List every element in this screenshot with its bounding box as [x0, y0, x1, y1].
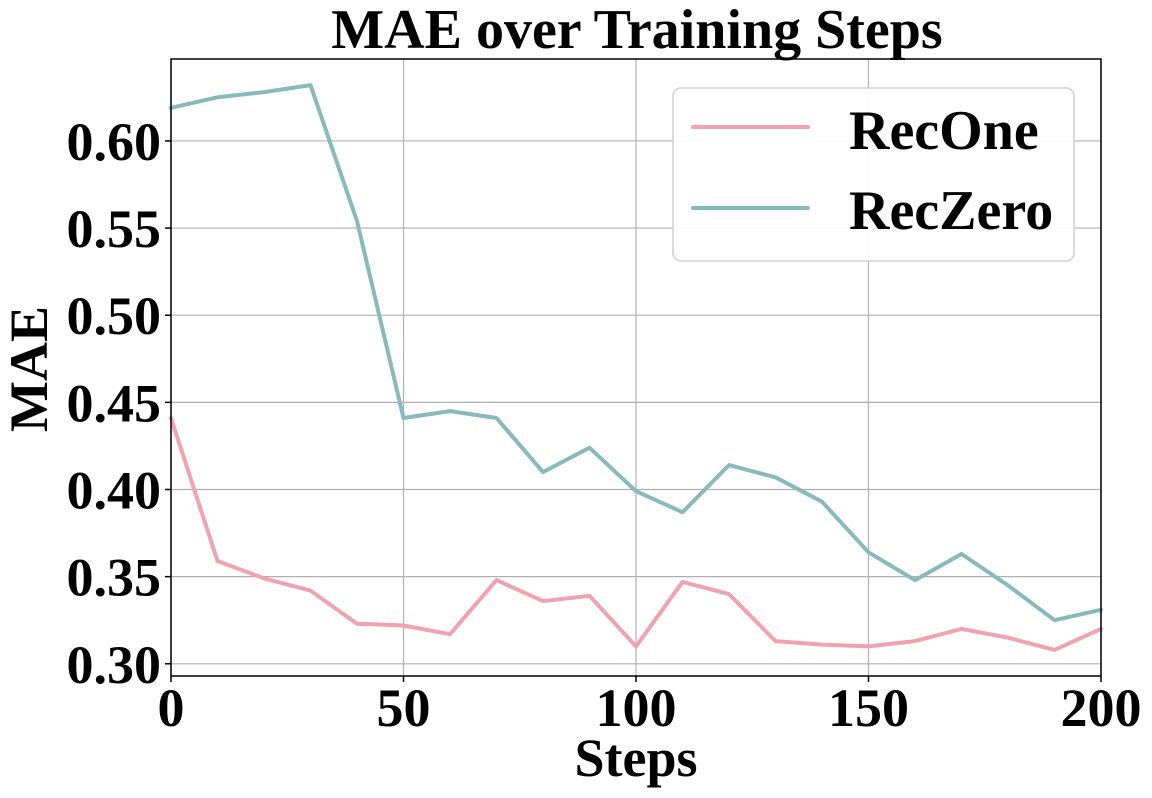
y-tick-label: 0.40: [67, 461, 162, 521]
y-tick-label: 0.30: [67, 635, 162, 695]
chart-title: MAE over Training Steps: [331, 0, 942, 61]
series-line-recone: [169, 416, 1103, 652]
y-tick-label: 0.35: [67, 548, 162, 608]
x-tick-label: 50: [377, 678, 431, 738]
series-layer: [169, 83, 1103, 652]
x-tick-label: 0: [158, 678, 185, 738]
y-tick-label: 0.45: [67, 373, 162, 433]
y-tick-label: 0.55: [67, 199, 162, 259]
series-line-reczero: [169, 83, 1103, 623]
x-tick-label: 150: [828, 678, 909, 738]
x-axis-label: Steps: [574, 728, 697, 788]
y-tick-label: 0.60: [67, 112, 162, 172]
legend-box: [672, 87, 1075, 262]
y-axis-label: MAE: [0, 306, 59, 432]
x-tick-layer: 0 50 100 150 200: [158, 676, 1142, 738]
y-tick-layer: 0.30 0.35 0.40 0.45 0.50 0.55 0.60: [67, 112, 171, 695]
x-tick-label: 200: [1061, 678, 1142, 738]
y-tick-label: 0.50: [67, 286, 162, 346]
x-tick-label: 100: [596, 678, 677, 738]
legend-label-reczero: RecZero: [849, 180, 1053, 242]
legend: RecOne RecZero: [672, 87, 1075, 262]
legend-label-recone: RecOne: [849, 100, 1039, 162]
